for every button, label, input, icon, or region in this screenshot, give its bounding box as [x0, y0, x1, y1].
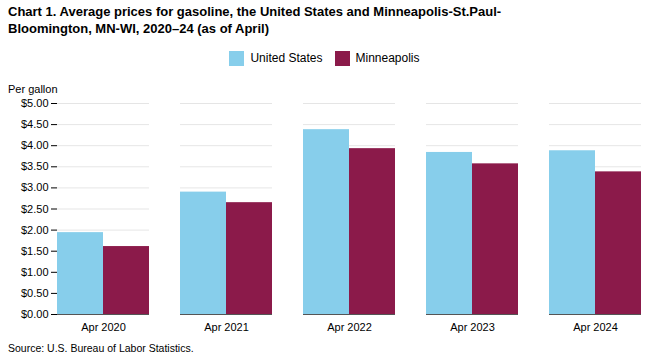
html-text:United States: United States	[250, 51, 323, 66]
svg-text:$1.00: $1.00	[21, 266, 49, 278]
svg-text:Apr 2023: Apr 2023	[450, 321, 495, 333]
svg-text:$1.50: $1.50	[21, 245, 49, 257]
svg-text:$4.50: $4.50	[21, 118, 49, 130]
svg-text:Apr 2021: Apr 2021	[204, 321, 249, 333]
svg-text:$0.50: $0.50	[21, 287, 49, 299]
svg-text:Apr 2024: Apr 2024	[573, 321, 618, 333]
svg-text:$5.00: $5.00	[21, 97, 49, 109]
svg-text:$3.00: $3.00	[21, 181, 49, 193]
svg-text:Apr 2020: Apr 2020	[81, 321, 126, 333]
svg-text:$2.50: $2.50	[21, 202, 49, 214]
svg-text:Apr 2022: Apr 2022	[327, 321, 372, 333]
html-text:Per gallon: Per gallon	[8, 82, 58, 95]
html-text:Source: U.S. Bureau of Labor S: Source: U.S. Bureau of Labor Statistics.	[8, 341, 194, 354]
svg-text:$3.50: $3.50	[21, 160, 49, 172]
svg-text:$2.00: $2.00	[21, 223, 49, 235]
svg-text:$4.00: $4.00	[21, 139, 49, 151]
html-text:Chart 1. Average prices for ga: Chart 1. Average prices for gasoline, th…	[8, 4, 502, 36]
html-text:Minneapolis: Minneapolis	[355, 51, 420, 66]
svg-text:$0.00: $0.00	[21, 308, 49, 320]
